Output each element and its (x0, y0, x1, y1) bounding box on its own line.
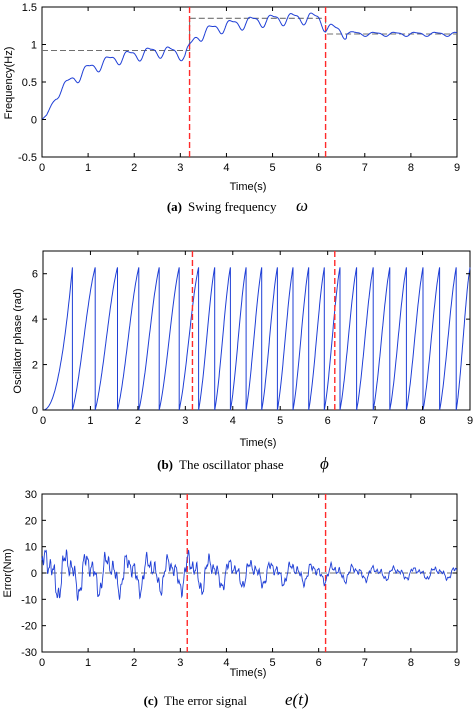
x-tick-label: 9 (467, 415, 473, 427)
x-tick-label: 1 (85, 162, 91, 174)
panel-a-swing-frequency: 0 1 2 3 4 5 6 7 8 9-0.500.511.5 Time(s) Frequency… (3, 2, 460, 215)
y-tick-label: 0.5 (22, 77, 37, 89)
phase-series-line (43, 267, 471, 411)
panel-c-caption-label: (c) (144, 693, 158, 708)
y-tick-label: 30 (25, 489, 37, 501)
x-tick-label: 9 (454, 162, 460, 174)
panel-b-xlabel: Time(s) (240, 437, 277, 449)
x-tick-label: 7 (362, 162, 368, 174)
panel-a-plot-area (41, 6, 458, 158)
x-tick-label: 6 (316, 657, 322, 669)
y-tick-label: 0 (31, 568, 37, 580)
x-tick-label: 8 (408, 657, 414, 669)
x-tick-label: 0 (39, 657, 45, 669)
x-tick-label: 5 (269, 657, 275, 669)
axes-frame (41, 6, 458, 158)
x-tick-label: 6 (316, 162, 322, 174)
y-tick-label: 1.5 (22, 2, 37, 14)
y-tick-label: 1 (31, 40, 37, 52)
x-tick-label: 2 (135, 415, 141, 427)
y-tick-label: 0 (32, 405, 38, 417)
panel-a-caption-text: Swing frequency (188, 199, 277, 214)
y-tick-label: 10 (25, 542, 37, 554)
panel-c-ylabel: Error(Nm) (2, 549, 14, 598)
y-tick-label: 4 (32, 314, 38, 326)
y-tick-label: -0.5 (18, 152, 37, 164)
y-tick-label: 6 (32, 269, 38, 281)
x-tick-label: 5 (277, 415, 283, 427)
panel-c-caption-symbol: e(t) (285, 690, 309, 709)
x-tick-label: 1 (85, 657, 91, 669)
panel-b-ticks: 0 1 2 3 4 5 6 7 8 9 0 2 4 6 (32, 251, 473, 427)
panel-c-marks (41, 494, 458, 652)
panel-c-ticks: 0 1 2 3 4 5 6 7 8 9 -30 -20 -10 0 10 20 30 (21, 489, 460, 669)
x-tick-label: 0 (40, 415, 46, 427)
x-tick-label: 9 (454, 657, 460, 669)
panel-b-oscillator-phase: 0 1 2 3 4 5 6 7 8 9 0 2 4 6 Time(s) Oscillator phase … (12, 250, 473, 473)
panel-b-caption-label: (b) (157, 457, 173, 472)
x-tick-label: 5 (269, 162, 275, 174)
panel-a-xlabel: Time(s) (230, 181, 267, 193)
panel-a-ylabel: Frequency(Hz) (3, 47, 15, 120)
panel-c-xlabel: Time(s) (230, 667, 267, 679)
y-tick-label: 2 (32, 360, 38, 372)
x-tick-label: 3 (177, 162, 183, 174)
x-tick-label: 4 (230, 415, 236, 427)
x-tick-label: 8 (419, 415, 425, 427)
x-tick-label: 7 (362, 657, 368, 669)
x-tick-label: 3 (177, 657, 183, 669)
y-tick-label: -10 (21, 594, 37, 606)
panel-b-marks (43, 251, 471, 411)
panel-b-ylabel: Oscillator phase (rad) (12, 288, 24, 393)
y-tick-label: -30 (21, 647, 37, 659)
x-tick-label: 1 (87, 415, 93, 427)
panel-c-error-signal: 0 1 2 3 4 5 6 7 8 9 -30 -20 -10 0 10 20 30 Time(s) Error… (2, 489, 460, 709)
x-tick-label: 4 (223, 162, 229, 174)
panel-a-caption-label: (a) (167, 199, 182, 214)
error-series-line (41, 549, 458, 601)
frequency-series-line (41, 12, 458, 120)
x-tick-label: 2 (131, 162, 137, 174)
x-tick-label: 8 (408, 162, 414, 174)
panel-b-caption-text: The oscillator phase (179, 457, 284, 472)
panel-a-ticks: 0 1 2 3 4 5 6 7 8 9-0.500.511.5 (18, 2, 460, 174)
y-tick-label: 20 (25, 515, 37, 527)
x-tick-label: 3 (182, 415, 188, 427)
x-tick-label: 0 (39, 162, 45, 174)
y-tick-label: 0 (31, 115, 37, 127)
panel-b-caption-symbol: ϕ (320, 454, 329, 473)
x-tick-label: 7 (372, 415, 378, 427)
x-tick-label: 4 (223, 657, 229, 669)
panel-a-marks (41, 7, 458, 157)
panel-a-caption-symbol: ω (296, 196, 308, 215)
y-tick-label: -20 (21, 621, 37, 633)
x-tick-label: 6 (325, 415, 331, 427)
panel-c-caption-text: The error signal (164, 693, 247, 708)
x-tick-label: 2 (131, 657, 137, 669)
